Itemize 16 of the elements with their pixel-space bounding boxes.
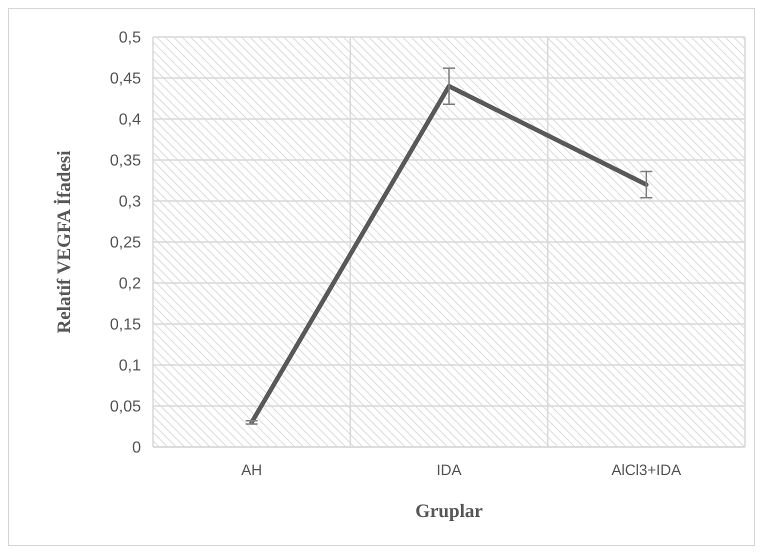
y-tick-label: 0,1 bbox=[118, 358, 142, 375]
y-tick-label: 0,4 bbox=[118, 112, 142, 129]
y-axis-title: Relatif VEGFA İfadesi bbox=[53, 150, 75, 334]
x-tick-label: AH bbox=[241, 462, 262, 479]
y-tick-label: 0,35 bbox=[110, 152, 142, 170]
x-tick-label: IDA bbox=[436, 462, 462, 479]
y-tick-label: 0,05 bbox=[110, 398, 142, 416]
y-tick-label: 0,25 bbox=[110, 234, 142, 252]
x-tick-label: AlCl3+IDA bbox=[612, 462, 682, 479]
y-tick-label: 0,2 bbox=[118, 276, 142, 293]
x-axis-title: Gruplar bbox=[415, 501, 484, 522]
y-tick-label: 0,5 bbox=[118, 30, 142, 47]
y-tick-label: 0,3 bbox=[118, 194, 142, 211]
y-tick-label: 0,15 bbox=[110, 316, 142, 334]
y-tick-label: 0 bbox=[132, 440, 142, 457]
y-tick-label: 0,45 bbox=[110, 70, 142, 88]
